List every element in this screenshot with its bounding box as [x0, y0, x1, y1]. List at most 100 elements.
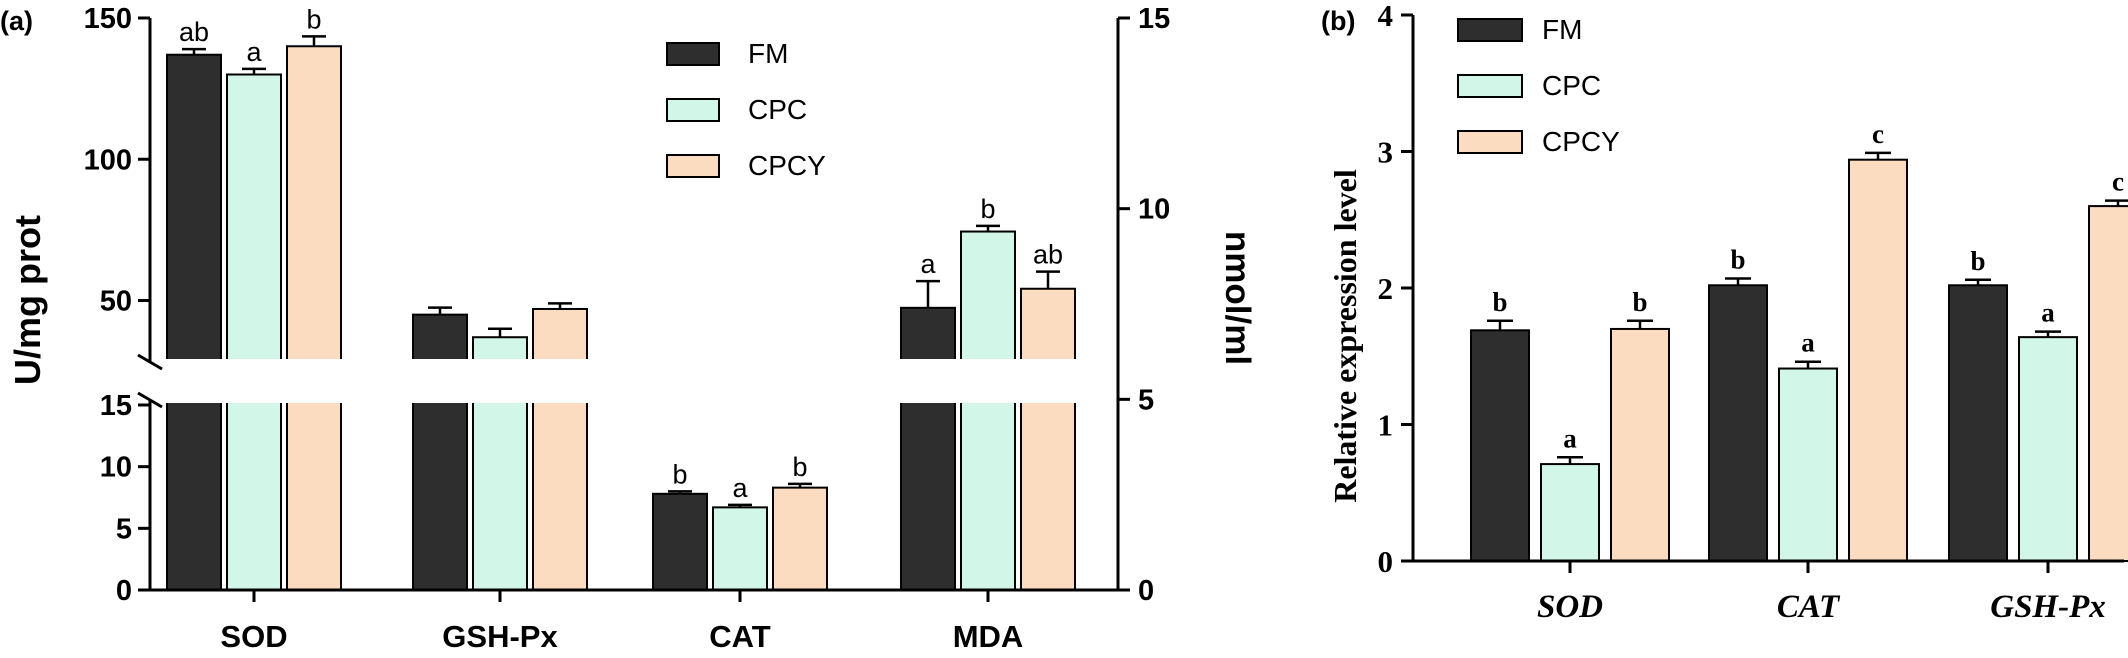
bar-b-fm-gsh-px [1948, 284, 2008, 562]
x-tick-label-a-mda: MDA [953, 619, 1024, 654]
significance-label-a-cpcy-sod: b [306, 4, 321, 34]
bar-a-fm-gsh-px [412, 313, 468, 591]
left-tick-label-0: 0 [116, 575, 132, 607]
x-tick-label-a-gsh-px: GSH-Px [442, 619, 558, 654]
panel-b-x-axis: SOD CAT GSH-Px [1413, 559, 2124, 625]
error-bar-b-cpcy-cat [1865, 151, 1891, 160]
axis-break-gap [142, 359, 1092, 403]
error-bar-b-cpcy-gsh-px [2105, 199, 2128, 207]
significance-label-b-cpc-gsh-px: a [2041, 298, 2055, 328]
error-bar-a-cpc-mda [976, 224, 1000, 232]
significance-label-b-fm-gsh-px: b [1970, 246, 1985, 276]
x-tick-label-a-cat: CAT [709, 619, 770, 654]
legend-a-label-cpcy: CPCY [748, 150, 826, 181]
panel-b-label: (b) [1321, 6, 1355, 36]
x-tick-label-a-sod: SOD [220, 619, 287, 654]
y-tick-label-b-3: 3 [1378, 135, 1394, 170]
significance-label-a-cpc-sod: a [246, 37, 262, 67]
bar-a-cpcy-gsh-px [532, 307, 588, 591]
panel-b-bars: b b b a a a b c c [1470, 119, 2128, 563]
x-tick-label-b-gsh-px: GSH-Px [1990, 589, 2106, 625]
error-bar-b-fm-sod [1487, 319, 1513, 331]
error-bar-a-cpc-sod [242, 67, 266, 75]
error-bar-a-cpcy-sod [302, 35, 326, 47]
panel-b-y-axis: 0 1 2 3 4 Relative expression level [1327, 0, 1415, 579]
legend-b-swatch-fm [1457, 18, 1523, 42]
legend-a-swatch-fm [666, 42, 720, 66]
left-tick-label-100: 100 [84, 144, 132, 176]
panel-b: (b) b b b a a a b c c 0 1 2 3 4 Relative expression lev… [1321, 0, 2128, 625]
significance-label-b-cpc-sod: a [1563, 423, 1577, 453]
legend-b-swatch-cpc [1457, 74, 1523, 98]
bar-a-cpc-cat [712, 506, 768, 591]
bar-b-cpc-sod [1540, 463, 1600, 562]
right-axis-title: nmol/ml [1218, 231, 1257, 365]
significance-label-a-fm-cat: b [672, 459, 687, 489]
bar-b-cpcy-sod [1610, 327, 1670, 563]
legend-a-label-cpc: CPC [748, 94, 807, 125]
legend-a-swatch-cpcy [666, 154, 720, 178]
bar-a-cpcy-sod [286, 45, 342, 591]
right-tick-label-10: 10 [1138, 194, 1170, 226]
significance-label-b-cpcy-sod: b [1632, 287, 1647, 317]
left-tick-label-15: 15 [100, 390, 132, 422]
panel-a-x-axis: SOD GSH-Px CAT MDA [150, 588, 1118, 654]
error-bar-a-fm-gsh-px [428, 306, 452, 315]
error-bar-a-cpc-gsh-px [488, 327, 512, 338]
error-bar-a-cpc-cat [728, 503, 752, 508]
panel-a-label: (a) [0, 6, 33, 36]
significance-label-a-cpcy-cat: b [792, 452, 807, 482]
bar-a-cpcy-mda [1020, 287, 1076, 591]
bar-b-cpcy-gsh-px [2088, 205, 2128, 562]
left-tick-label-10: 10 [100, 452, 132, 484]
legend-b-label-cpcy: CPCY [1542, 126, 1620, 157]
legend-b-swatch-cpcy [1457, 130, 1523, 154]
error-bar-b-cpc-gsh-px [2035, 330, 2061, 338]
panel-a-left-axis: 0 5 10 15 50 100 150 U/mg prot [7, 3, 163, 607]
significance-label-b-cpcy-gsh-px: c [2112, 167, 2124, 197]
legend-a-swatch-cpc [666, 98, 720, 122]
significance-label-a-cpc-cat: a [732, 473, 748, 503]
x-tick-label-b-cat: CAT [1777, 589, 1841, 625]
right-tick-label-0: 0 [1138, 575, 1154, 607]
y-axis-title-b: Relative expression level [1327, 169, 1363, 503]
error-bar-b-fm-cat [1725, 277, 1751, 286]
left-tick-label-50: 50 [100, 286, 132, 318]
bar-b-cpc-gsh-px [2018, 336, 2078, 563]
significance-label-b-cpcy-cat: c [1872, 119, 1884, 149]
significance-label-b-fm-sod: b [1492, 287, 1507, 317]
significance-label-a-fm-sod: ab [179, 17, 209, 47]
error-bar-b-cpcy-sod [1627, 319, 1653, 329]
error-bar-b-fm-gsh-px [1965, 278, 1991, 286]
legend-a-label-fm: FM [748, 38, 788, 69]
legend-b-label-fm: FM [1542, 14, 1582, 45]
bar-a-cpc-mda [960, 230, 1016, 591]
x-tick-label-b-sod: SOD [1537, 589, 1603, 625]
error-bar-a-fm-cat [668, 490, 692, 494]
left-tick-label-150: 150 [84, 3, 132, 35]
bar-a-cpc-sod [226, 73, 282, 591]
y-tick-label-b-1: 1 [1378, 408, 1394, 443]
right-tick-label-5: 5 [1138, 384, 1154, 416]
y-tick-label-b-0: 0 [1378, 544, 1394, 579]
legend-b-label-cpc: CPC [1542, 70, 1601, 101]
significance-label-a-fm-mda: a [920, 249, 936, 279]
axis-break-mark-lower [137, 391, 163, 409]
y-tick-label-b-2: 2 [1378, 271, 1394, 306]
axis-break-mark-upper [137, 353, 163, 371]
error-bar-a-cpcy-cat [788, 482, 812, 488]
significance-label-b-fm-cat: b [1730, 244, 1745, 274]
left-axis-title: U/mg prot [7, 215, 48, 385]
bar-b-cpcy-cat [1848, 158, 1908, 562]
significance-label-a-cpcy-mda: ab [1033, 240, 1063, 270]
left-tick-label-5: 5 [116, 513, 132, 545]
right-tick-label-15: 15 [1138, 3, 1170, 35]
bar-b-fm-cat [1708, 284, 1768, 562]
error-bar-a-cpcy-gsh-px [548, 302, 572, 309]
significance-label-b-cpc-cat: a [1801, 328, 1815, 358]
panel-b-legend: FM CPC CPCY [1457, 14, 1620, 157]
error-bar-a-fm-sod [182, 47, 206, 55]
error-bar-b-cpc-cat [1795, 360, 1821, 369]
